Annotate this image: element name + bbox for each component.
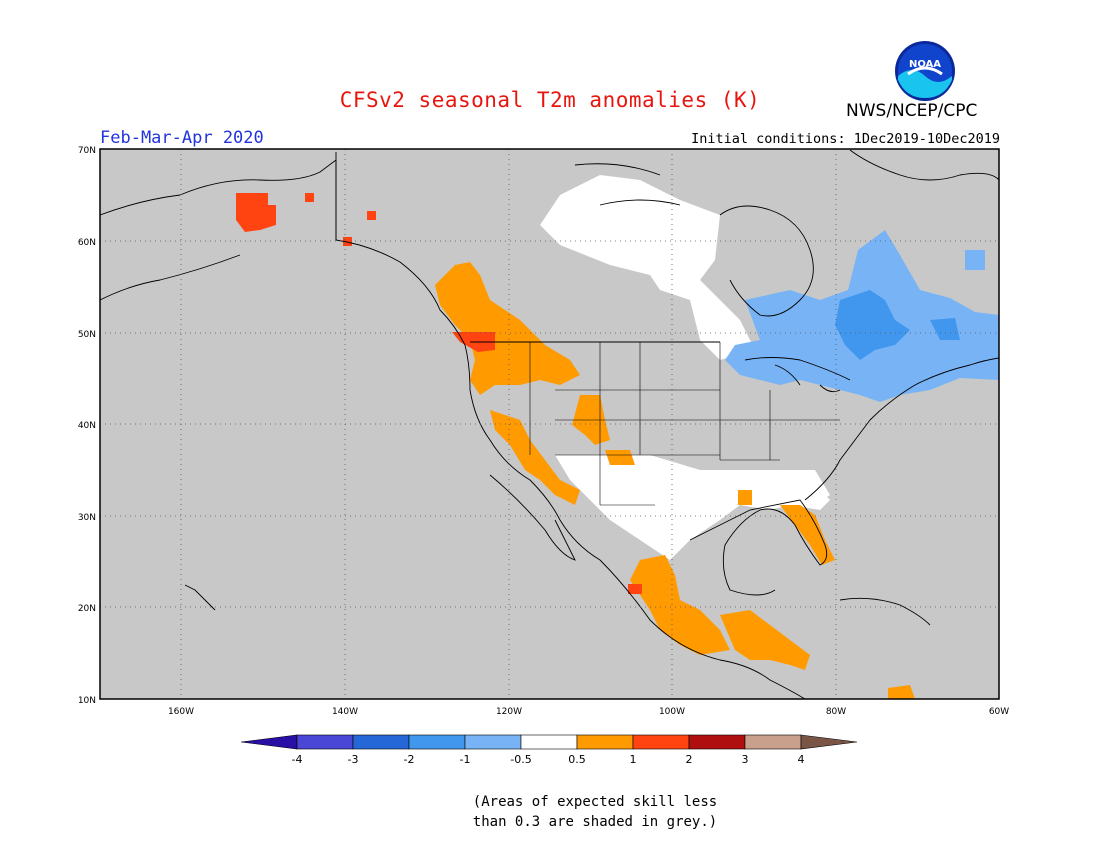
colorbar-swatches — [240, 734, 858, 750]
coastlines — [100, 149, 999, 699]
colorbar-swatch — [744, 734, 802, 750]
skill-note: (Areas of expected skill less than 0.3 a… — [470, 792, 720, 832]
colorbar-swatch — [632, 734, 690, 750]
colorbar-label: -1 — [460, 753, 471, 766]
initial-conditions-label: Initial conditions: 1Dec2019-10Dec2019 — [691, 131, 1000, 147]
colorbar-label: -4 — [292, 753, 303, 766]
near-normal-regions — [540, 175, 830, 560]
org-label: NWS/NCEP/CPC — [846, 101, 978, 121]
colorbar-swatch — [520, 734, 578, 750]
colorbar-label: -2 — [404, 753, 415, 766]
lat-tick-label: 50N — [78, 330, 96, 340]
colorbar-swatch — [352, 734, 410, 750]
lat-tick-label: 20N — [78, 604, 96, 614]
lon-tick-label: 80W — [826, 707, 846, 717]
lon-tick-label: 100W — [659, 707, 685, 717]
hot-regions — [236, 193, 642, 594]
colorbar-arrow-low — [240, 734, 298, 750]
colorbar-swatch — [408, 734, 466, 750]
skill-note-line: than 0.3 are shaded in grey.) — [472, 814, 718, 830]
colorbar-labels: -4 -3 -2 -1 -0.5 0.5 1 2 3 4 — [292, 753, 805, 766]
map-background — [100, 149, 999, 699]
colorbar-swatch — [296, 734, 354, 750]
colorbar-label: -0.5 — [510, 753, 531, 766]
colorbar-label: 3 — [742, 753, 749, 766]
map-frame — [99, 148, 1000, 700]
lat-tick-label: 70N — [78, 146, 96, 156]
colorbar-label: -3 — [348, 753, 359, 766]
noaa-logo: NOAA — [895, 41, 955, 101]
lon-tick-label: 60W — [989, 707, 1009, 717]
lon-tick-labels: 160W 140W 120W 100W 80W 60W — [168, 707, 1009, 717]
cold-regions — [835, 290, 960, 360]
colorbar-arrow-high — [800, 734, 858, 750]
colorbar-swatch — [464, 734, 522, 750]
lon-tick-label: 120W — [496, 707, 522, 717]
colorbar-label: 4 — [798, 753, 805, 766]
colorbar-label: 0.5 — [568, 753, 586, 766]
map-gridlines — [100, 149, 999, 699]
colorbar-swatch — [576, 734, 634, 750]
season-label: Feb-Mar-Apr 2020 — [100, 128, 264, 148]
lon-tick-label: 160W — [168, 707, 194, 717]
lat-tick-labels: 70N 60N 50N 40N 30N 20N 10N — [78, 146, 96, 706]
lat-tick-label: 10N — [78, 696, 96, 706]
political-borders — [529, 342, 840, 506]
lat-tick-label: 30N — [78, 513, 96, 523]
skill-note-line: (Areas of expected skill less — [472, 794, 718, 810]
colorbar-label: 1 — [630, 753, 637, 766]
lat-tick-label: 60N — [78, 238, 96, 248]
lat-tick-label: 40N — [78, 421, 96, 431]
logo-text: NOAA — [909, 59, 941, 70]
chart-title: CFSv2 seasonal T2m anomalies (K) — [339, 88, 761, 112]
colorbar-swatch — [688, 734, 746, 750]
colorbar-label: 2 — [686, 753, 693, 766]
lon-tick-label: 140W — [332, 707, 358, 717]
